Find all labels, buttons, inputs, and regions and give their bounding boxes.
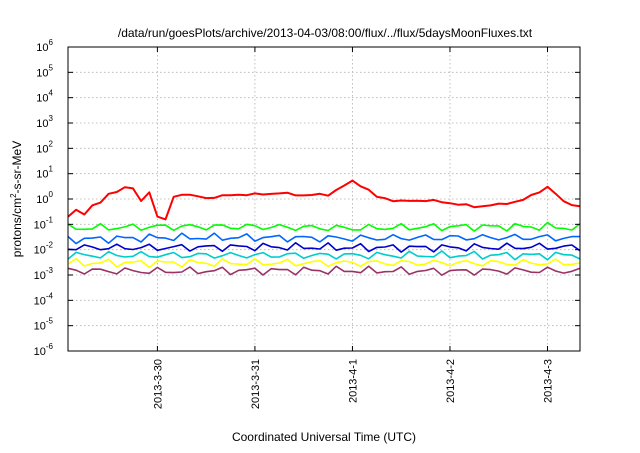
y-tick-exponent: -2 [46, 241, 54, 250]
y-tick-label: 10-2 [34, 241, 54, 257]
y-tick-exponent: 5 [49, 63, 54, 72]
series-line-5 [67, 250, 581, 261]
y-tick-exponent: -6 [46, 342, 54, 351]
y-tick-label: 106 [36, 38, 53, 54]
y-tick-exponent: 1 [49, 165, 54, 174]
x-tick-label: 2013-4-3 [542, 359, 554, 403]
series-line-1 [67, 179, 581, 221]
y-tick-label: 104 [36, 89, 53, 105]
y-tick-label: 103 [36, 114, 53, 130]
y-tick-exponent: -3 [46, 266, 54, 275]
y-axis-label: protons/cm2-s-sr-MeV [9, 141, 24, 257]
y-tick-label: 102 [36, 139, 53, 155]
y-tick-exponent: 2 [49, 139, 54, 148]
series-line-4 [67, 242, 581, 253]
y-tick-exponent: 6 [49, 38, 54, 47]
x-tick-label: 2013-3-31 [250, 359, 262, 409]
grid-lines [68, 47, 580, 351]
x-axis-ticks: 2013-3-30 2013-3-31 2013-4-1 2013-4-2 2013-4… [152, 47, 554, 409]
x-tick-label: 2013-3-30 [152, 359, 164, 409]
y-tick-label: 10-5 [34, 317, 54, 333]
data-series [67, 179, 581, 277]
series-line-6 [67, 257, 581, 269]
series-line-2 [67, 221, 581, 232]
y-axis-label-exponent: 2 [9, 193, 18, 198]
y-tick-exponent: -4 [46, 291, 54, 300]
y-tick-label: 10-3 [34, 266, 54, 282]
y-tick-label: 100 [36, 190, 53, 206]
y-tick-exponent: 0 [49, 190, 54, 199]
series-line-3 [67, 232, 580, 245]
y-tick-label: 101 [36, 165, 53, 181]
y-tick-label: 105 [36, 63, 53, 79]
y-axis-ticks: 10-610-510-410-310-210-11001011021031041… [34, 38, 580, 358]
y-tick-exponent: 4 [49, 89, 54, 98]
y-axis-label-base: protons/cm [10, 198, 24, 257]
chart-title: /data/run/goesPlots/archive/2013-04-03/0… [118, 26, 533, 40]
x-axis-label: Coordinated Universal Time (UTC) [232, 430, 416, 444]
y-axis-label-rest: -s-sr-MeV [10, 141, 24, 194]
series-line-7 [67, 265, 581, 277]
y-tick-label: 10-6 [34, 342, 54, 358]
y-tick-exponent: 3 [49, 114, 54, 123]
y-tick-exponent: -1 [46, 215, 54, 224]
y-tick-label: 10-1 [34, 215, 54, 231]
y-tick-exponent: -5 [46, 317, 54, 326]
y-tick-label: 10-4 [34, 291, 54, 307]
x-tick-label: 2013-4-1 [347, 359, 359, 403]
x-tick-label: 2013-4-2 [445, 359, 457, 403]
